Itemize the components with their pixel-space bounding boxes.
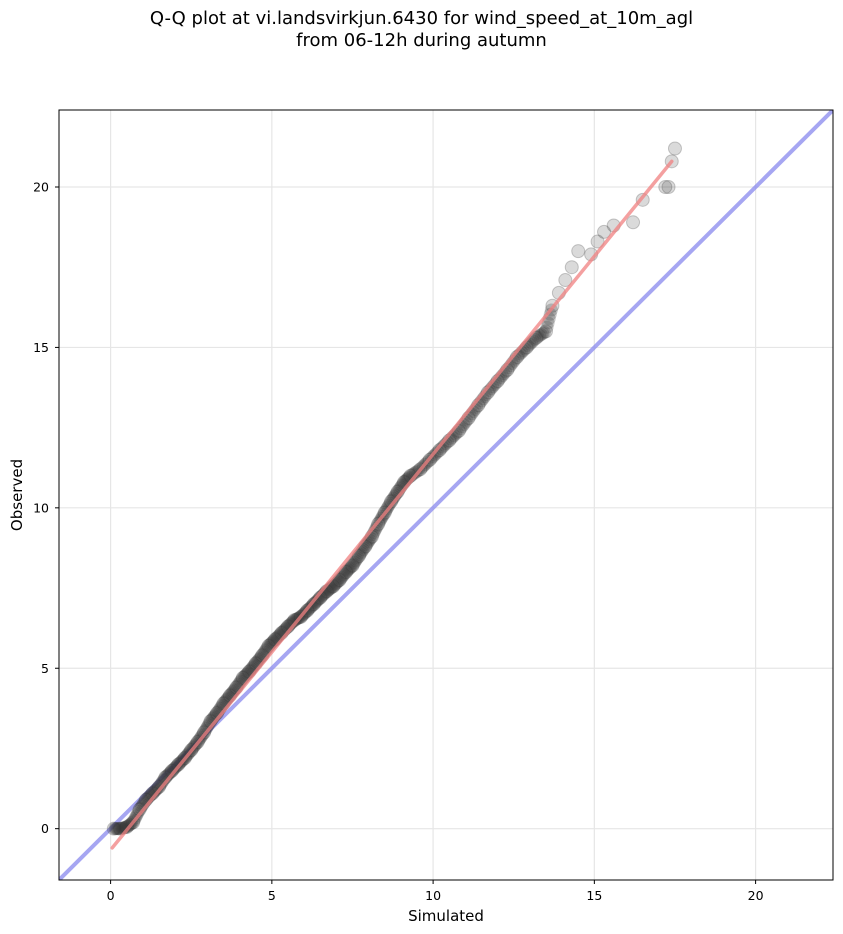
quantile-point: [119, 820, 133, 834]
quantile-point: [344, 560, 358, 574]
quantile-point: [154, 777, 168, 791]
quantile-point: [151, 779, 166, 794]
quantile-point: [330, 575, 344, 589]
chart-title-line-2: from 06-12h during autumn: [296, 30, 547, 51]
axis-ticks: 0 5 10 15 20 0 5 10 15 20: [33, 180, 764, 904]
quantile-point: [558, 273, 573, 288]
chart-title-line-1: Q-Q plot at vi.landsvirkjun.6430 for win…: [149, 8, 694, 29]
quantile-point: [106, 821, 121, 836]
quantile-point: [341, 563, 355, 577]
quantile-point: [345, 558, 360, 573]
quantile-point: [332, 573, 347, 588]
quantile-point: [163, 766, 177, 780]
quantile-point: [112, 822, 126, 836]
chart-title: Q-Q plot at vi.landsvirkjun.6430 for win…: [0, 8, 843, 52]
quantile-point: [340, 564, 354, 578]
quantile-point: [342, 562, 356, 576]
quantile-point: [109, 822, 123, 836]
quantile-point: [434, 441, 448, 455]
x-tick-label: 15: [586, 888, 602, 903]
quantile-point: [339, 565, 354, 579]
quantile-point: [153, 778, 167, 792]
quantile-point: [349, 554, 363, 568]
quantile-point: [110, 822, 124, 836]
quantile-point: [308, 596, 322, 610]
quantile-point: [543, 307, 557, 321]
quantile-point: [286, 614, 300, 628]
quantile-point: [336, 569, 350, 583]
quantile-point: [328, 577, 342, 591]
quantile-point: [166, 763, 180, 777]
quantile-point: [353, 547, 367, 561]
fit-line: [110, 159, 674, 850]
quantile-point: [199, 722, 213, 736]
quantile-point: [383, 496, 397, 510]
quantile-point: [626, 215, 641, 230]
quantile-point: [343, 561, 357, 575]
identity-line: [59, 110, 833, 880]
quantile-point: [155, 775, 169, 789]
quantile-point: [531, 330, 545, 344]
y-tick-label: 10: [33, 500, 49, 515]
quantile-point: [537, 325, 551, 339]
quantile-point: [534, 328, 548, 342]
reference-lines: [59, 110, 833, 880]
quantile-point: [335, 570, 349, 584]
quantile-point: [351, 548, 366, 563]
quantile-point: [533, 329, 547, 343]
x-tick-label: 20: [748, 888, 764, 903]
quantile-point: [536, 327, 550, 341]
y-axis-label: Observed: [8, 459, 26, 531]
quantile-point: [111, 822, 125, 836]
quantile-point: [351, 551, 365, 565]
x-tick-label: 10: [425, 888, 441, 903]
quantile-point: [590, 234, 605, 249]
quantile-point: [108, 822, 122, 836]
quantile-point: [407, 467, 421, 481]
quantile-point: [354, 546, 368, 560]
quantile-point: [337, 568, 351, 582]
quantile-point: [151, 781, 165, 795]
quantile-point: [164, 765, 178, 779]
quantile-point: [348, 555, 362, 569]
y-tick-label: 5: [41, 661, 49, 676]
quantile-point: [149, 783, 163, 797]
x-tick-label: 5: [268, 888, 276, 903]
quantile-point: [661, 180, 676, 194]
grid: [59, 110, 833, 880]
quantile-point: [571, 244, 586, 259]
quantile-point: [564, 260, 579, 275]
y-tick-label: 15: [33, 340, 49, 355]
plot-frame: [58, 109, 834, 881]
y-tick-label: 0: [41, 821, 49, 836]
y-tick-label: 20: [33, 180, 49, 195]
quantile-point: [369, 521, 383, 535]
quantile-points: [106, 141, 682, 850]
quantile-point: [658, 180, 673, 194]
quantile-point: [334, 572, 348, 586]
x-tick-label: 0: [107, 888, 115, 903]
quantile-point: [132, 805, 146, 819]
quantile-point: [597, 224, 612, 239]
quantile-point: [338, 566, 352, 580]
quantile-point: [538, 324, 553, 339]
quantile-point: [150, 782, 164, 796]
quantile-point: [200, 720, 214, 734]
quantile-point: [329, 576, 343, 590]
quantile-point: [667, 141, 682, 156]
x-axis-label: Simulated: [408, 907, 484, 925]
quantile-point: [332, 574, 345, 588]
quantile-point: [350, 552, 364, 566]
quantile-point: [347, 557, 361, 571]
quantile-point: [310, 594, 324, 608]
quantile-point: [540, 320, 554, 334]
quantile-point: [309, 595, 323, 609]
